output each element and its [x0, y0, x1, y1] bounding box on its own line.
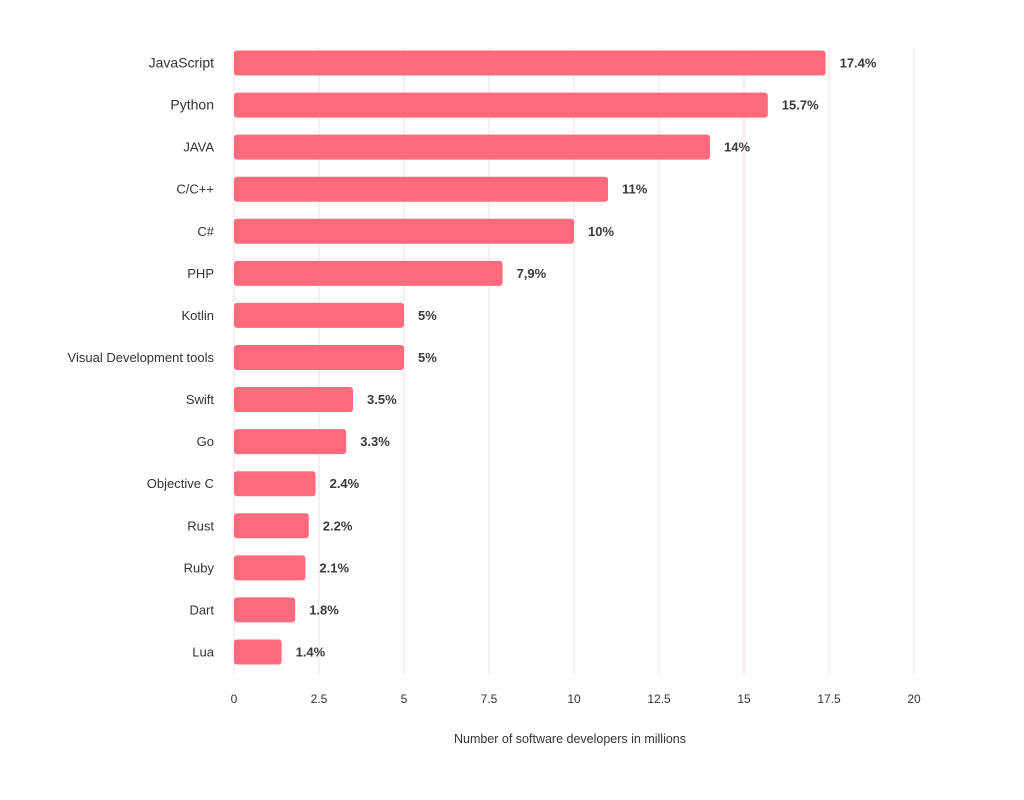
x-tick-label: 7.5: [481, 692, 498, 706]
x-tick-label: 17.5: [817, 692, 841, 706]
category-label: Python: [170, 97, 214, 113]
bar-value-label: 5%: [418, 350, 437, 365]
category-label: Lua: [192, 644, 214, 659]
category-label: Ruby: [184, 560, 215, 575]
bar-value-label: 3.3%: [360, 434, 390, 449]
x-tick-label: 5: [401, 692, 408, 706]
bar: [234, 92, 768, 118]
bar: [234, 639, 282, 665]
x-tick-label: 15: [737, 692, 751, 706]
bar: [234, 513, 309, 539]
category-label: JavaScript: [149, 55, 214, 71]
bar-value-label: 3.5%: [367, 392, 397, 407]
bar: [234, 471, 316, 497]
category-label: Visual Development tools: [68, 350, 215, 365]
x-tick-label: 12.5: [647, 692, 671, 706]
bar-value-label: 11%: [622, 182, 648, 197]
bar: [234, 387, 353, 413]
bar: [234, 429, 347, 455]
bar: [234, 134, 710, 160]
bar: [234, 260, 503, 286]
bar-value-label: 1.4%: [296, 644, 326, 659]
bar-value-label: 5%: [418, 308, 437, 323]
category-label: PHP: [187, 266, 214, 281]
category-labels: JavaScript Python JAVA C/C++ C# PHP Kotlin Visu…: [68, 55, 215, 660]
bar-value-label: 2.2%: [323, 518, 353, 533]
bar: [234, 302, 404, 328]
category-label: Kotlin: [181, 308, 214, 323]
bar-value-label: 17.4%: [840, 56, 877, 71]
category-label: JAVA: [183, 140, 214, 155]
bar: [234, 176, 608, 202]
bar-value-label: 7,9%: [517, 266, 547, 281]
category-label: Go: [197, 434, 214, 449]
bar: [234, 555, 306, 581]
category-label: C#: [197, 224, 214, 239]
category-label: Rust: [187, 518, 214, 533]
x-tick-label: 20: [907, 692, 921, 706]
bar: [234, 50, 826, 76]
bar-value-label: 15.7%: [782, 98, 819, 113]
x-axis-ticks: 0 2.5 5 7.5 10 12.5 15 17.5 20: [231, 692, 921, 706]
category-label: Dart: [189, 602, 214, 617]
bar-value-label: 1.8%: [309, 602, 339, 617]
x-tick-label: 2.5: [311, 692, 328, 706]
bar: [234, 344, 404, 370]
bar: [234, 218, 574, 244]
bar-value-label: 14%: [724, 140, 750, 155]
category-label: Objective C: [147, 476, 214, 491]
x-tick-label: 10: [567, 692, 581, 706]
value-labels: 17.4% 15.7% 14% 11% 10% 7,9% 5% 5% 3.5% 3.3% 2.4% 2…: [296, 56, 877, 660]
bar-value-label: 10%: [588, 224, 614, 239]
x-tick-label: 0: [231, 692, 238, 706]
category-label: C/C++: [176, 182, 214, 197]
category-label: Swift: [186, 392, 215, 407]
bar: [234, 597, 296, 623]
bar-value-label: 2.4%: [330, 476, 360, 491]
x-axis-title: Number of software developers in million…: [454, 732, 686, 746]
bars-group: [234, 50, 826, 665]
bar-value-label: 2.1%: [319, 560, 349, 575]
